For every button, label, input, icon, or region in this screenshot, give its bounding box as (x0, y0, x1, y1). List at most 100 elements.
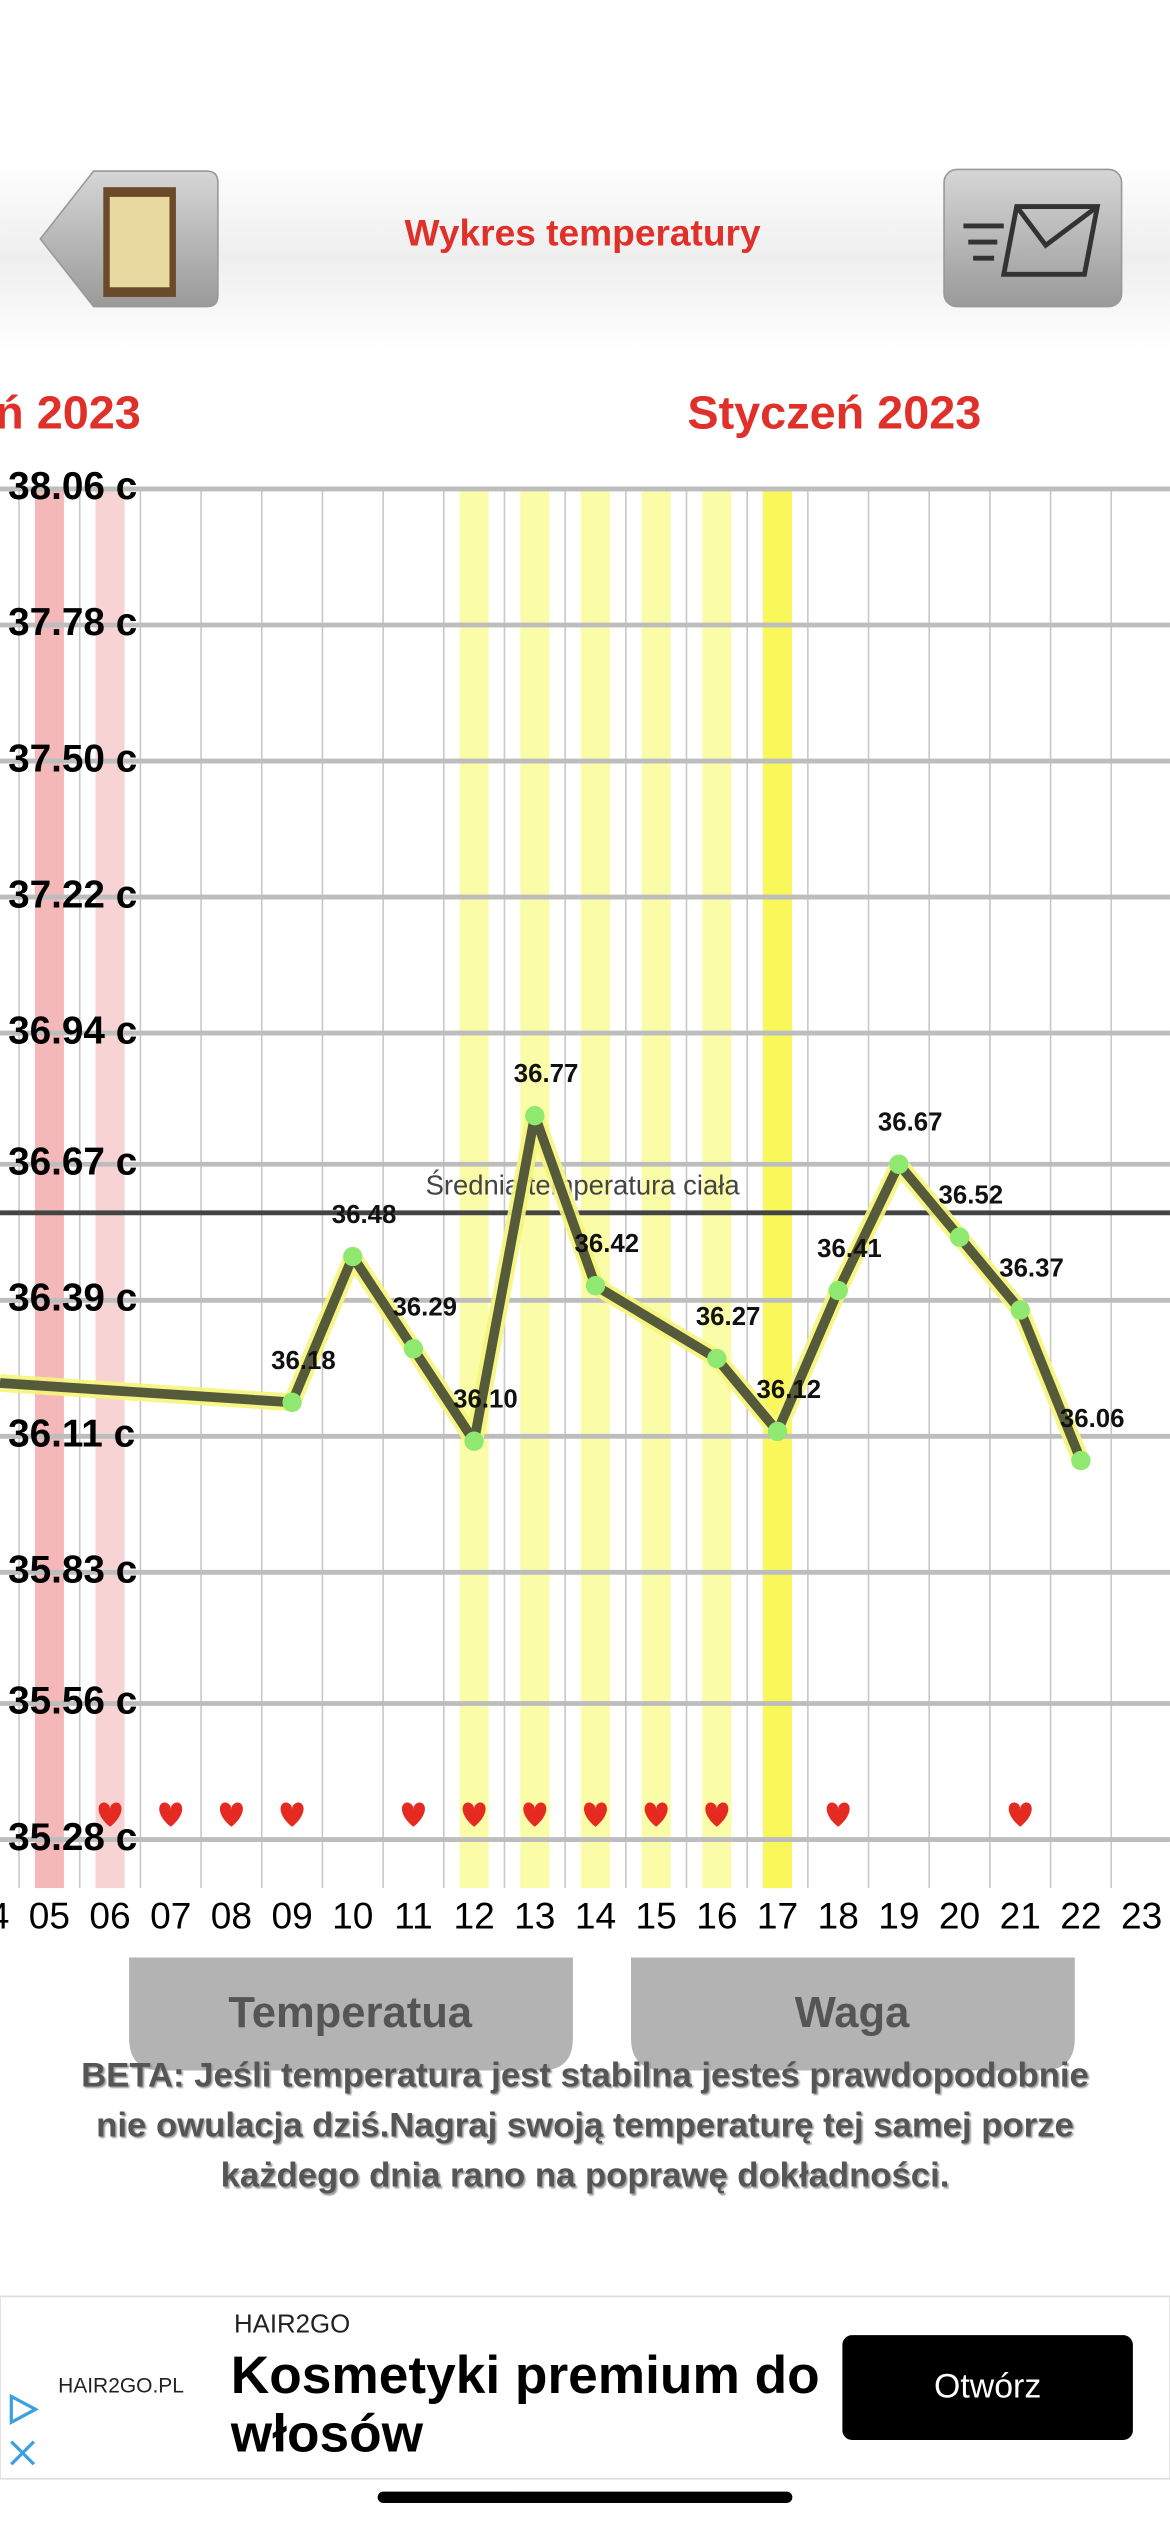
y-tick-label: 37.22 c (8, 873, 137, 916)
tab-label[interactable]: Temperatua (228, 1989, 472, 2037)
y-tick-label: 37.78 c (8, 601, 137, 644)
calendar-icon-page (109, 196, 170, 288)
ad-button[interactable] (842, 2335, 1133, 2441)
heart-icon (583, 1802, 607, 1827)
mail-speed-lines (963, 223, 1004, 261)
value-label: 36.67 (878, 1109, 943, 1137)
ad-logo: HAIR2GO.PL (58, 2374, 184, 2397)
y-tick-label: 36.67 c (8, 1140, 137, 1183)
tab-shape[interactable] (129, 1957, 573, 2071)
back-button[interactable] (39, 170, 219, 308)
value-label: 36.29 (392, 1293, 457, 1321)
home-indicator (377, 2491, 793, 2503)
point (464, 1431, 484, 1451)
chart: ń 2023 Styczeń 2023 (0, 387, 1170, 1889)
value-label: 36.52 (939, 1182, 1004, 1210)
tab-temperature[interactable]: Temperatua (129, 1957, 573, 2071)
heart-icon (98, 1802, 122, 1827)
y-tick-label: 37.50 c (8, 737, 137, 780)
tab-shape[interactable] (630, 1957, 1075, 2071)
point (343, 1246, 363, 1267)
ad-banner[interactable]: HAIR2GO.PL HAIR2GO Kosmetyki premium do … (0, 2295, 1170, 2480)
x-tick-label: 10 (332, 1895, 373, 1937)
heart-icon (644, 1802, 668, 1827)
x-tick-label: 04 (0, 1895, 9, 1937)
y-tick-label: 35.56 c (8, 1680, 137, 1723)
x-tick-label: 19 (878, 1895, 919, 1937)
heart-icon (826, 1802, 850, 1827)
line-offscreen (0, 1378, 293, 1408)
value-label: 36.77 (514, 1060, 579, 1088)
fertile-band (580, 488, 611, 1889)
fertile-band (641, 488, 671, 1889)
y-tick-label: 36.94 c (8, 1009, 137, 1052)
y-tick-label: 35.83 c (8, 1549, 137, 1592)
average-label: Średnia temperatura ciała (426, 1168, 741, 1200)
note-box: BETA: Jeśli temperatura jest stabilna je… (81, 2055, 1089, 2195)
chart-overlay: 38.06 c 37.78 c 37.50 c 37.22 c 36.94 c 36.67… (0, 465, 1162, 1936)
value-label: 36.48 (332, 1201, 397, 1229)
mail-button-shape[interactable] (943, 168, 1123, 308)
x-tick-label: 21 (1000, 1895, 1041, 1937)
ovulation-band (762, 488, 793, 1889)
y-tick-label: 38.06 c (8, 465, 137, 508)
heart-icon (401, 1802, 425, 1827)
value-label: 36.12 (757, 1376, 822, 1404)
month-label: Styczeń 2023 (687, 387, 981, 439)
point (1010, 1300, 1030, 1320)
ad-close-icon[interactable] (10, 2440, 36, 2466)
x-tick-label: 16 (696, 1895, 737, 1937)
month-label: ń 2023 (0, 387, 141, 439)
x-tick-label: 13 (514, 1895, 555, 1937)
x-tick-label: 06 (89, 1895, 130, 1937)
x-tick-label: 18 (818, 1895, 859, 1937)
tab-label[interactable]: Waga (795, 1989, 910, 2037)
fertile-band (702, 488, 732, 1889)
plot-area (0, 486, 1170, 1889)
y-tick-label: 36.11 c (8, 1413, 135, 1456)
x-tick-label: 05 (29, 1895, 70, 1937)
value-label: 36.06 (1060, 1405, 1125, 1433)
point (1071, 1450, 1091, 1471)
x-tick-label: 11 (394, 1895, 433, 1937)
y-tick-label: 35.28 c (8, 1816, 137, 1859)
ad-choices-icon[interactable] (9, 2393, 39, 2425)
period-band (34, 488, 64, 1889)
screen-title: Wykres temperatury (405, 211, 762, 253)
point (585, 1276, 606, 1296)
x-tick-label: 09 (271, 1895, 312, 1937)
x-tick-label: 23 (1121, 1895, 1162, 1937)
period-band (95, 488, 125, 1889)
value-label: 36.18 (271, 1347, 336, 1375)
note: BETA: Jeśli temperatura jest stabilna je… (81, 2055, 1089, 2195)
point (949, 1227, 970, 1247)
mail-icon (1000, 204, 1101, 277)
x-tick-label: 22 (1060, 1895, 1101, 1937)
ad-button-label[interactable]: Otwórz (934, 2367, 1041, 2405)
mail-button[interactable] (943, 168, 1123, 308)
value-label: 36.42 (574, 1230, 639, 1258)
point (525, 1105, 545, 1126)
x-tick-label: 20 (939, 1895, 980, 1937)
point (282, 1392, 302, 1412)
heart-icon (280, 1802, 304, 1827)
ad-headline: Kosmetyki premium do włosów (230, 2346, 820, 2463)
value-label: 36.10 (453, 1386, 518, 1414)
heart-icon (159, 1802, 183, 1827)
x-tick-label: 17 (757, 1895, 798, 1937)
tab-weight[interactable]: Waga (630, 1957, 1075, 2071)
point (889, 1154, 909, 1174)
value-label: 36.27 (696, 1303, 761, 1331)
point (707, 1348, 727, 1369)
heart-icon (523, 1802, 547, 1827)
heart-icon (219, 1802, 243, 1827)
point (403, 1339, 424, 1359)
ad-brand: HAIR2GO (234, 2310, 350, 2338)
y-tick-label: 36.39 c (8, 1277, 137, 1320)
x-tick-label: 12 (453, 1895, 494, 1937)
x-tick-label: 15 (636, 1895, 677, 1937)
heart-icon (462, 1802, 486, 1827)
point (767, 1421, 788, 1442)
